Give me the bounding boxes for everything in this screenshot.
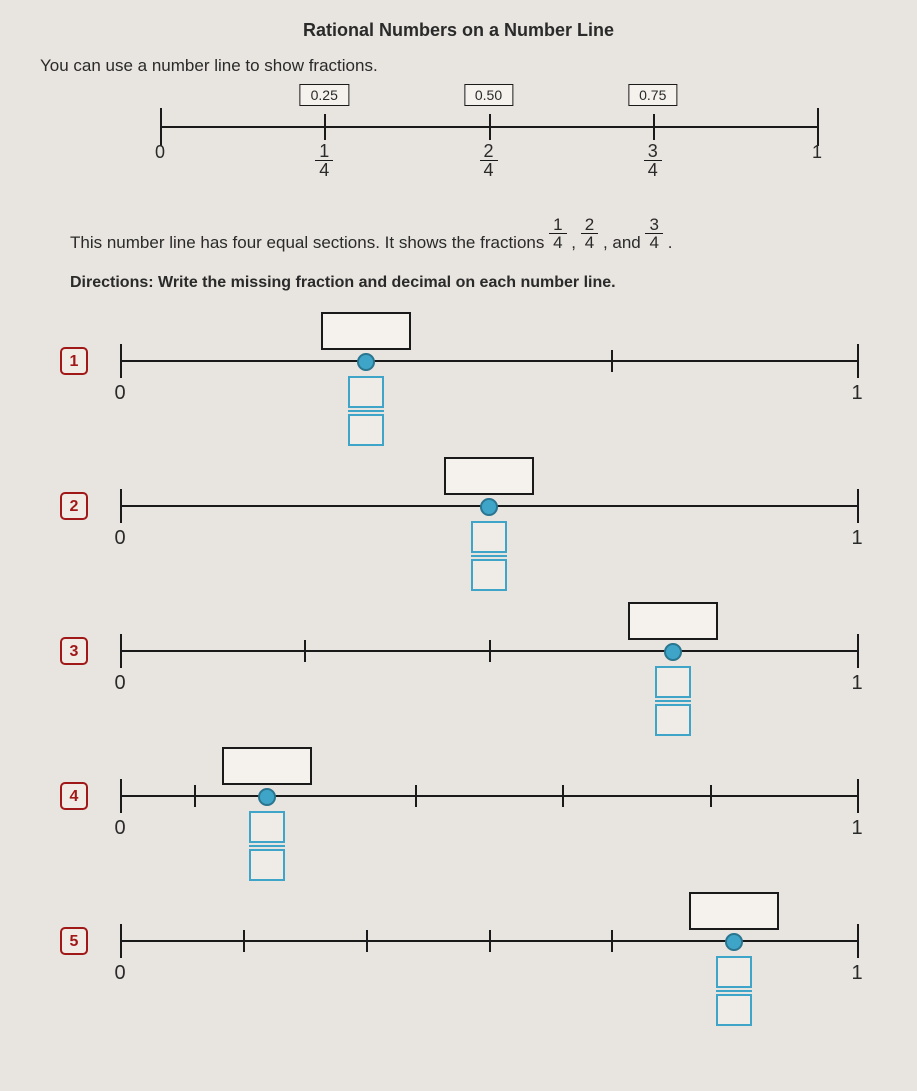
decimal-answer-box[interactable] [444,457,534,495]
minor-tick [489,640,491,662]
example-tick [324,114,326,140]
one-label: 1 [851,382,862,405]
minor-tick [194,785,196,807]
example-tick [489,114,491,140]
point-marker [480,498,498,516]
numerator-box[interactable] [471,521,507,553]
minor-tick [366,930,368,952]
numerator-box[interactable] [655,666,691,698]
numerator-box[interactable] [348,376,384,408]
explanation-pre: This number line has four equal sections… [70,233,549,252]
subtitle: You can use a number line to show fracti… [40,56,877,76]
minor-tick [611,350,613,372]
fraction-answer[interactable] [471,519,507,593]
minor-tick [611,930,613,952]
problem-5: 5 0 1 [40,902,877,1042]
problem-number: 5 [60,927,88,955]
point-marker [357,353,375,371]
one-label: 1 [851,817,862,840]
decimal-label: 0.50 [464,84,513,106]
end-tick [120,924,122,958]
directions: Directions: Write the missing fraction a… [70,274,847,292]
problem-2: 2 0 1 [40,467,877,607]
minor-tick [562,785,564,807]
denominator-box[interactable] [471,559,507,591]
zero-label: 0 [114,672,125,695]
decimal-label: 0.75 [628,84,677,106]
decimal-answer-box[interactable] [321,312,411,350]
fraction-1-4: 14 [549,216,566,251]
end-tick [120,489,122,523]
end-tick [857,489,859,523]
number-line [120,360,857,362]
minor-tick [415,785,417,807]
fraction-3-4: 34 [645,216,662,251]
example-tick [653,114,655,140]
point-marker [258,788,276,806]
explanation-text: This number line has four equal sections… [70,216,847,259]
denominator-box[interactable] [716,994,752,1026]
end-tick [857,924,859,958]
end-tick [120,344,122,378]
problem-4: 4 0 1 [40,757,877,897]
minor-tick [243,930,245,952]
period: . [668,233,673,252]
page-title: Rational Numbers on a Number Line [40,20,877,41]
end-tick [120,634,122,668]
decimal-label: 0.25 [300,84,349,106]
whole-label: 0 [155,142,165,163]
problem-number: 4 [60,782,88,810]
fraction-answer[interactable] [249,809,285,883]
minor-tick [489,930,491,952]
problem-number: 1 [60,347,88,375]
example-tick [160,108,162,146]
zero-label: 0 [114,962,125,985]
number-line [120,795,857,797]
fraction-label: 34 [644,142,662,181]
problem-3: 3 0 1 [40,612,877,752]
fraction-answer[interactable] [716,954,752,1028]
zero-label: 0 [114,382,125,405]
end-tick [857,779,859,813]
denominator-box[interactable] [348,414,384,446]
problem-number: 2 [60,492,88,520]
problems-container: 1 0 1 2 0 1 3 0 1 4 0 1 5 0 1 [40,322,877,1042]
decimal-answer-box[interactable] [222,747,312,785]
whole-label: 1 [812,142,822,163]
one-label: 1 [851,672,862,695]
fraction-answer[interactable] [348,374,384,448]
end-tick [857,634,859,668]
denominator-box[interactable] [249,849,285,881]
decimal-answer-box[interactable] [689,892,779,930]
denominator-box[interactable] [655,704,691,736]
fraction-2-4: 24 [581,216,598,251]
fraction-answer[interactable] [655,664,691,738]
one-label: 1 [851,962,862,985]
example-number-line: 00.25140.50240.75341 [160,86,817,206]
fraction-label: 24 [479,142,497,181]
zero-label: 0 [114,527,125,550]
decimal-answer-box[interactable] [628,602,718,640]
comma-and: , and [603,233,646,252]
end-tick [857,344,859,378]
point-marker [725,933,743,951]
example-tick [817,108,819,146]
comma: , [571,233,580,252]
problem-1: 1 0 1 [40,322,877,462]
numerator-box[interactable] [249,811,285,843]
fraction-label: 14 [315,142,333,181]
minor-tick [710,785,712,807]
zero-label: 0 [114,817,125,840]
one-label: 1 [851,527,862,550]
point-marker [664,643,682,661]
minor-tick [304,640,306,662]
problem-number: 3 [60,637,88,665]
end-tick [120,779,122,813]
numerator-box[interactable] [716,956,752,988]
